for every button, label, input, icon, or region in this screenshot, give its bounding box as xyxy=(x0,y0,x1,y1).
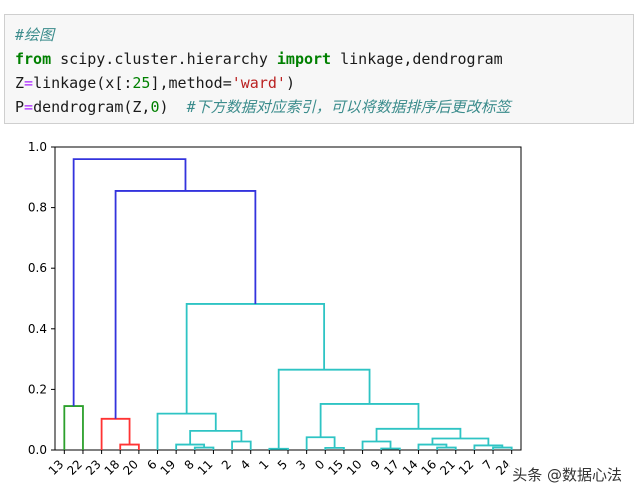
leaf-label: 6 xyxy=(144,457,159,472)
leaf-label: 12 xyxy=(456,457,477,478)
code-cell[interactable]: #绘图 from scipy.cluster.hierarchy import … xyxy=(4,14,634,124)
dendrogram-link xyxy=(63,405,84,450)
leaf-label: 0 xyxy=(312,457,327,472)
dendrogram-link xyxy=(231,440,252,450)
leaf-label: 21 xyxy=(437,457,458,478)
dendrogram-link xyxy=(114,190,257,419)
code-line-import: from scipy.cluster.hierarchy import link… xyxy=(15,50,503,68)
y-tick-label: 0.2 xyxy=(28,382,47,396)
leaf-label: 10 xyxy=(344,457,365,478)
dendrogram-link xyxy=(189,430,243,445)
dendrogram-link xyxy=(72,158,187,407)
leaf-label: 11 xyxy=(195,457,216,478)
plot-frame xyxy=(54,146,522,451)
leaf-label: 18 xyxy=(102,457,123,478)
leaf-label: 14 xyxy=(400,457,421,478)
leaf-label: 16 xyxy=(419,457,440,478)
y-tick-label: 0.0 xyxy=(28,443,47,457)
code-line-linkage: Z=linkage(x[:25],method='ward') xyxy=(15,74,295,92)
leaf-label: 19 xyxy=(158,457,179,478)
leaf-label: 5 xyxy=(275,457,290,472)
leaf-label: 4 xyxy=(238,457,253,472)
leaf-label: 2 xyxy=(219,457,234,472)
y-tick-label: 0.4 xyxy=(28,322,47,336)
dendrogram-link xyxy=(185,303,326,414)
leaf-label: 23 xyxy=(83,457,104,478)
leaf-label: 1 xyxy=(256,457,271,472)
leaf-label: 7 xyxy=(480,457,495,472)
dendrogram-plot: 0.0 0.2 0.4 0.6 0.8 1.0 13 22 23 18 20 6 19 8 11 2 4 1 5 3 0… xyxy=(0,128,640,496)
leaf-label: 20 xyxy=(120,457,141,478)
dendrogram-link xyxy=(319,403,420,438)
leaf-label: 22 xyxy=(64,457,85,478)
watermark: 头条 @数据心法 xyxy=(508,463,626,486)
dendrogram-link xyxy=(375,427,462,442)
leaf-label: 8 xyxy=(182,457,197,472)
leaf-label: 9 xyxy=(368,457,383,472)
code-comment-title: #绘图 xyxy=(15,26,55,44)
y-tick-label: 0.6 xyxy=(28,261,47,275)
y-tick-label: 1.0 xyxy=(28,140,47,154)
dendrogram-link xyxy=(119,443,140,450)
leaf-label: 17 xyxy=(381,457,402,478)
leaf-label: 15 xyxy=(325,457,346,478)
y-tick-label: 0.8 xyxy=(28,201,47,215)
code-line-dendrogram: P=dendrogram(Z,0) #下方数据对应索引，可以将数据排序后更改标签 xyxy=(15,98,511,116)
leaf-label: 13 xyxy=(46,457,67,478)
leaf-label: 3 xyxy=(293,457,308,472)
